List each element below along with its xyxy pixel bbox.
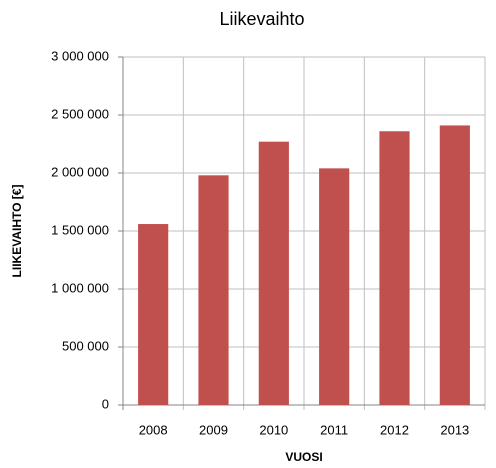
bar	[198, 175, 229, 405]
bar	[439, 125, 470, 405]
y-tick-label: 3 000 000	[51, 48, 109, 63]
x-tick-label: 2010	[259, 422, 288, 437]
bar	[258, 141, 289, 405]
y-tick-label: 1 000 000	[51, 280, 109, 295]
y-tick-label: 2 500 000	[51, 106, 109, 121]
x-tick-label: 2011	[320, 422, 348, 437]
y-tick-label: 1 500 000	[51, 222, 109, 237]
chart-title: Liikevaihto	[219, 9, 304, 29]
bar	[379, 131, 410, 406]
x-tick-label: 2012	[380, 422, 409, 437]
x-tick-label: 2008	[139, 422, 168, 437]
y-tick-label: 500 000	[62, 338, 109, 353]
x-tick-label: 2013	[440, 422, 469, 437]
y-tick-label: 2 000 000	[51, 164, 109, 179]
x-tick-label: 2009	[199, 422, 228, 437]
y-axis-title: LIIKEVAIHTO [€]	[10, 185, 24, 278]
x-axis-title: VUOSI	[285, 450, 322, 464]
y-tick-label: 0	[102, 396, 109, 411]
bar	[319, 168, 350, 405]
bar	[138, 224, 169, 405]
